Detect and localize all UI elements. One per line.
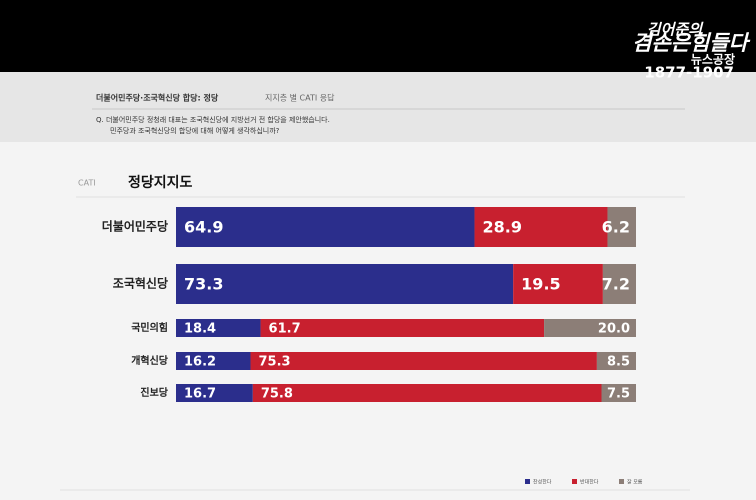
question: Q. 더불어민주당 정청래 대표는 조국혁신당에 지방선거 전 합당을 제안했습… <box>96 115 330 124</box>
method: CATI <box>78 179 96 188</box>
bar-segment <box>544 319 636 337</box>
bar-segment <box>602 264 636 304</box>
top-band <box>0 0 756 72</box>
bar-segment <box>176 384 253 402</box>
bar-segment <box>252 384 602 402</box>
category-label: 더불어민주당 <box>102 219 168 234</box>
bar-segment <box>607 207 636 247</box>
legend-label: 반대한다 <box>580 479 599 486</box>
value-label: 7.5 <box>607 387 630 402</box>
category-label: 조국혁신당 <box>113 276 168 291</box>
bar-segment <box>176 319 261 337</box>
value-label: 64.9 <box>184 218 223 237</box>
page-title-rest: 지지층 별 CATI 응답 <box>265 93 335 103</box>
value-label: 16.2 <box>184 355 216 370</box>
logo: 뉴스공장 <box>691 53 735 67</box>
bar-segment <box>596 352 636 370</box>
bar-segment <box>260 319 545 337</box>
bar-segment <box>176 207 475 247</box>
value-label: 19.5 <box>521 275 560 294</box>
category-label: 국민의힘 <box>131 321 168 334</box>
question: 민주당과 조국혁신당의 합당에 대해 어떻게 생각하십니까? <box>110 126 280 135</box>
legend-swatch <box>525 479 530 484</box>
logo: 겸손은힘들다 <box>632 31 751 55</box>
legend-swatch <box>572 479 577 484</box>
bar-segment <box>601 384 636 402</box>
value-label: 18.4 <box>184 322 216 337</box>
bar-segment <box>513 264 603 304</box>
category-label: 개혁신당 <box>131 354 169 367</box>
plot: 더불어민주당 64.9 28.9 6.2 조국혁신당 73.3 19.5 7.2 국민의힘 18.… <box>102 207 643 486</box>
value-label: 28.9 <box>483 218 522 237</box>
logo: 김어준의 <box>647 21 704 39</box>
bar-segment <box>474 207 608 247</box>
bar-segment <box>176 352 251 370</box>
legend-label: 찬성한다 <box>533 479 552 486</box>
value-label: 75.3 <box>259 355 291 370</box>
bar-segment <box>250 352 597 370</box>
bar-segment <box>176 264 514 304</box>
header-area <box>0 72 756 142</box>
value-label: 61.7 <box>269 322 301 337</box>
value-label: 20.0 <box>598 322 630 337</box>
chart-title: 정당지지도 <box>128 174 193 191</box>
value-label: 7.2 <box>602 275 630 294</box>
value-label: 6.2 <box>602 218 630 237</box>
value-label: 73.3 <box>184 275 223 294</box>
phone: 1877-1907 <box>644 64 734 82</box>
value-label: 75.8 <box>261 387 293 402</box>
legend-label: 잘 모름 <box>627 479 643 486</box>
legend-swatch <box>619 479 624 484</box>
page-title: 더불어민주당·조국혁신당 합당: 정당 <box>96 93 219 103</box>
category-label: 진보당 <box>140 386 168 399</box>
value-label: 16.7 <box>184 387 216 402</box>
value-label: 8.5 <box>607 355 630 370</box>
